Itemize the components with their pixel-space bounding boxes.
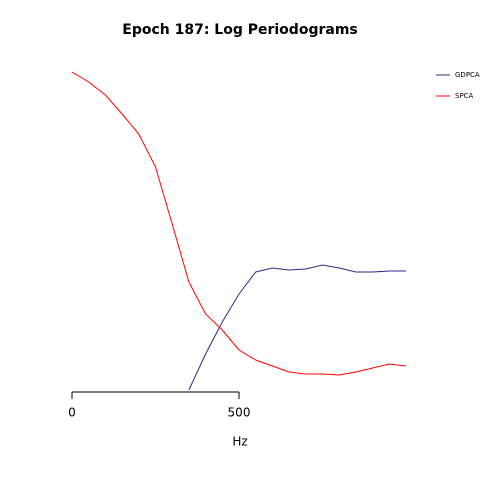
x-axis-label: Hz [232, 435, 247, 449]
chart-title: Epoch 187: Log Periodograms [122, 22, 357, 38]
series-line [188, 264, 406, 391]
series-line [71, 71, 407, 376]
legend-label: SPCA [455, 92, 474, 100]
legend-label: GDPCA [455, 71, 480, 79]
x-tick-label: 0 [68, 406, 76, 420]
plot-area [71, 71, 407, 391]
x-tick-label: 500 [228, 406, 251, 420]
